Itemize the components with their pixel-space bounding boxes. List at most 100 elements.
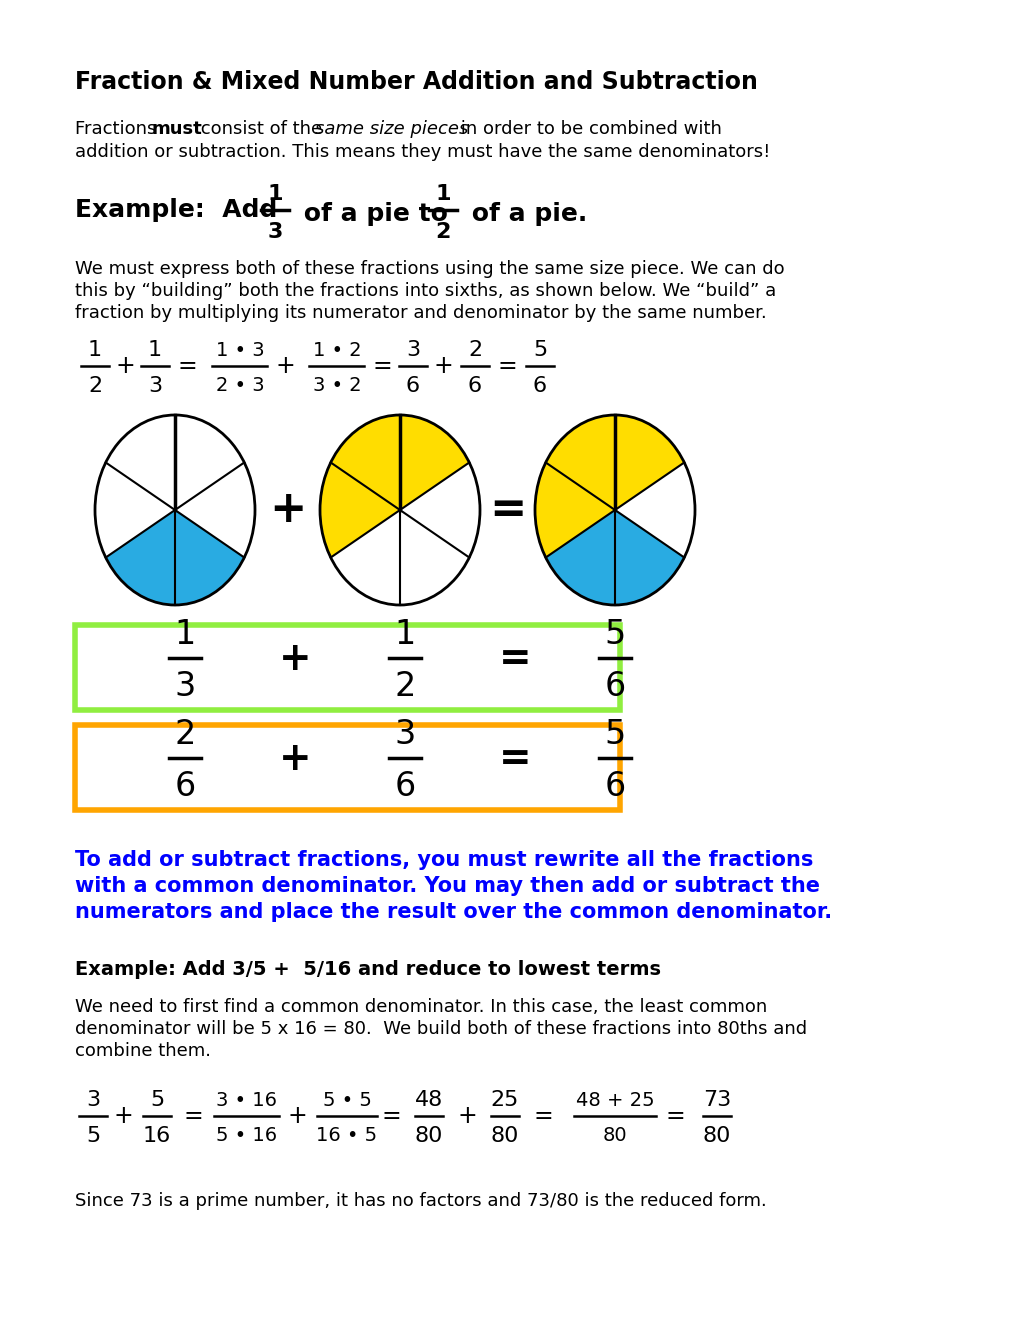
Text: 80: 80 <box>602 1126 627 1144</box>
Text: 1: 1 <box>88 341 102 360</box>
Text: +: + <box>113 1104 132 1129</box>
Text: fraction by multiplying its numerator and denominator by the same number.: fraction by multiplying its numerator an… <box>75 304 766 322</box>
Text: +: + <box>278 741 311 779</box>
Polygon shape <box>175 510 244 605</box>
Text: 2: 2 <box>435 222 450 242</box>
Text: 1 • 3: 1 • 3 <box>215 341 264 360</box>
Text: To add or subtract fractions, you must rewrite all the fractions: To add or subtract fractions, you must r… <box>75 850 812 870</box>
Text: +: + <box>115 354 135 378</box>
Text: 5: 5 <box>86 1126 100 1146</box>
Text: 48: 48 <box>415 1090 442 1110</box>
Text: 1: 1 <box>174 619 196 652</box>
Text: 16 • 5: 16 • 5 <box>316 1126 377 1144</box>
Text: in order to be combined with: in order to be combined with <box>454 120 721 139</box>
Text: 25: 25 <box>490 1090 519 1110</box>
Polygon shape <box>320 462 399 557</box>
Text: 16: 16 <box>143 1126 171 1146</box>
Text: 3: 3 <box>406 341 420 360</box>
Text: 5: 5 <box>604 718 625 751</box>
Text: 1: 1 <box>148 341 162 360</box>
Text: 6: 6 <box>468 376 482 396</box>
Text: of a pie.: of a pie. <box>463 202 587 226</box>
Text: of a pie to: of a pie to <box>294 202 457 226</box>
Text: 3 • 16: 3 • 16 <box>216 1092 277 1110</box>
Polygon shape <box>614 462 694 557</box>
Text: =: = <box>381 1104 400 1129</box>
Polygon shape <box>614 510 684 605</box>
Text: 73: 73 <box>702 1090 731 1110</box>
Text: =: = <box>488 488 526 532</box>
Text: 3: 3 <box>174 671 196 704</box>
Text: 3: 3 <box>86 1090 100 1110</box>
Polygon shape <box>545 510 614 605</box>
Polygon shape <box>175 462 255 557</box>
Text: +: + <box>275 354 294 378</box>
Polygon shape <box>399 414 469 510</box>
Text: 1: 1 <box>267 183 282 205</box>
Text: 6: 6 <box>604 671 625 704</box>
Polygon shape <box>535 462 614 557</box>
Text: 6: 6 <box>604 771 625 804</box>
Text: =: = <box>498 640 531 678</box>
Text: 5: 5 <box>604 619 625 652</box>
Text: with a common denominator. You may then add or subtract the: with a common denominator. You may then … <box>75 876 819 896</box>
Polygon shape <box>399 462 480 557</box>
Polygon shape <box>106 414 175 510</box>
Text: same size pieces: same size pieces <box>315 120 468 139</box>
Text: consist of the: consist of the <box>195 120 327 139</box>
Text: numerators and place the result over the common denominator.: numerators and place the result over the… <box>75 902 832 921</box>
Text: 1: 1 <box>394 619 415 652</box>
Text: 3 • 2: 3 • 2 <box>313 376 361 395</box>
Text: 6: 6 <box>174 771 196 804</box>
Text: =: = <box>498 741 531 779</box>
FancyBboxPatch shape <box>75 725 620 810</box>
Text: =: = <box>183 1104 203 1129</box>
Text: 6: 6 <box>406 376 420 396</box>
Polygon shape <box>330 414 399 510</box>
Text: =: = <box>664 1104 684 1129</box>
Text: We must express both of these fractions using the same size piece. We can do: We must express both of these fractions … <box>75 260 784 279</box>
Text: +: + <box>269 488 306 532</box>
Polygon shape <box>95 462 175 557</box>
Text: 48 + 25: 48 + 25 <box>575 1092 653 1110</box>
Text: this by “building” both the fractions into sixths, as shown below. We “build” a: this by “building” both the fractions in… <box>75 282 775 300</box>
Text: denominator will be 5 x 16 = 80.  We build both of these fractions into 80ths an: denominator will be 5 x 16 = 80. We buil… <box>75 1020 806 1038</box>
Text: 6: 6 <box>394 771 415 804</box>
Text: 2: 2 <box>88 376 102 396</box>
FancyBboxPatch shape <box>75 624 620 710</box>
Text: =: = <box>496 354 517 378</box>
Polygon shape <box>399 510 469 605</box>
Text: 80: 80 <box>702 1126 731 1146</box>
Text: 1: 1 <box>435 183 450 205</box>
Text: 3: 3 <box>394 718 415 751</box>
Text: +: + <box>433 354 452 378</box>
Polygon shape <box>175 414 244 510</box>
Text: 2: 2 <box>468 341 482 360</box>
Text: 5: 5 <box>532 341 546 360</box>
Text: 5: 5 <box>150 1090 164 1110</box>
Text: Example: Add 3/5 +  5/16 and reduce to lowest terms: Example: Add 3/5 + 5/16 and reduce to lo… <box>75 960 660 979</box>
Polygon shape <box>106 510 175 605</box>
Text: 1 • 2: 1 • 2 <box>313 341 361 360</box>
Text: 2: 2 <box>394 671 416 704</box>
Text: 3: 3 <box>148 376 162 396</box>
Text: +: + <box>457 1104 477 1129</box>
Text: Fractions: Fractions <box>75 120 162 139</box>
Text: 80: 80 <box>490 1126 519 1146</box>
Text: =: = <box>177 354 197 378</box>
Text: 2: 2 <box>174 718 196 751</box>
Text: Fraction & Mixed Number Addition and Subtraction: Fraction & Mixed Number Addition and Sub… <box>75 70 757 94</box>
Text: 5 • 5: 5 • 5 <box>322 1092 371 1110</box>
Text: 80: 80 <box>415 1126 442 1146</box>
Text: =: = <box>372 354 391 378</box>
Text: =: = <box>533 1104 552 1129</box>
Text: must: must <box>152 120 203 139</box>
Text: Example:  Add: Example: Add <box>75 198 286 222</box>
Text: 5 • 16: 5 • 16 <box>216 1126 277 1144</box>
Text: 3: 3 <box>267 222 282 242</box>
Polygon shape <box>330 510 399 605</box>
Text: We need to first find a common denominator. In this case, the least common: We need to first find a common denominat… <box>75 998 766 1016</box>
Text: 2 • 3: 2 • 3 <box>215 376 264 395</box>
Text: combine them.: combine them. <box>75 1041 211 1060</box>
Text: Since 73 is a prime number, it has no factors and 73/80 is the reduced form.: Since 73 is a prime number, it has no fa… <box>75 1192 766 1210</box>
